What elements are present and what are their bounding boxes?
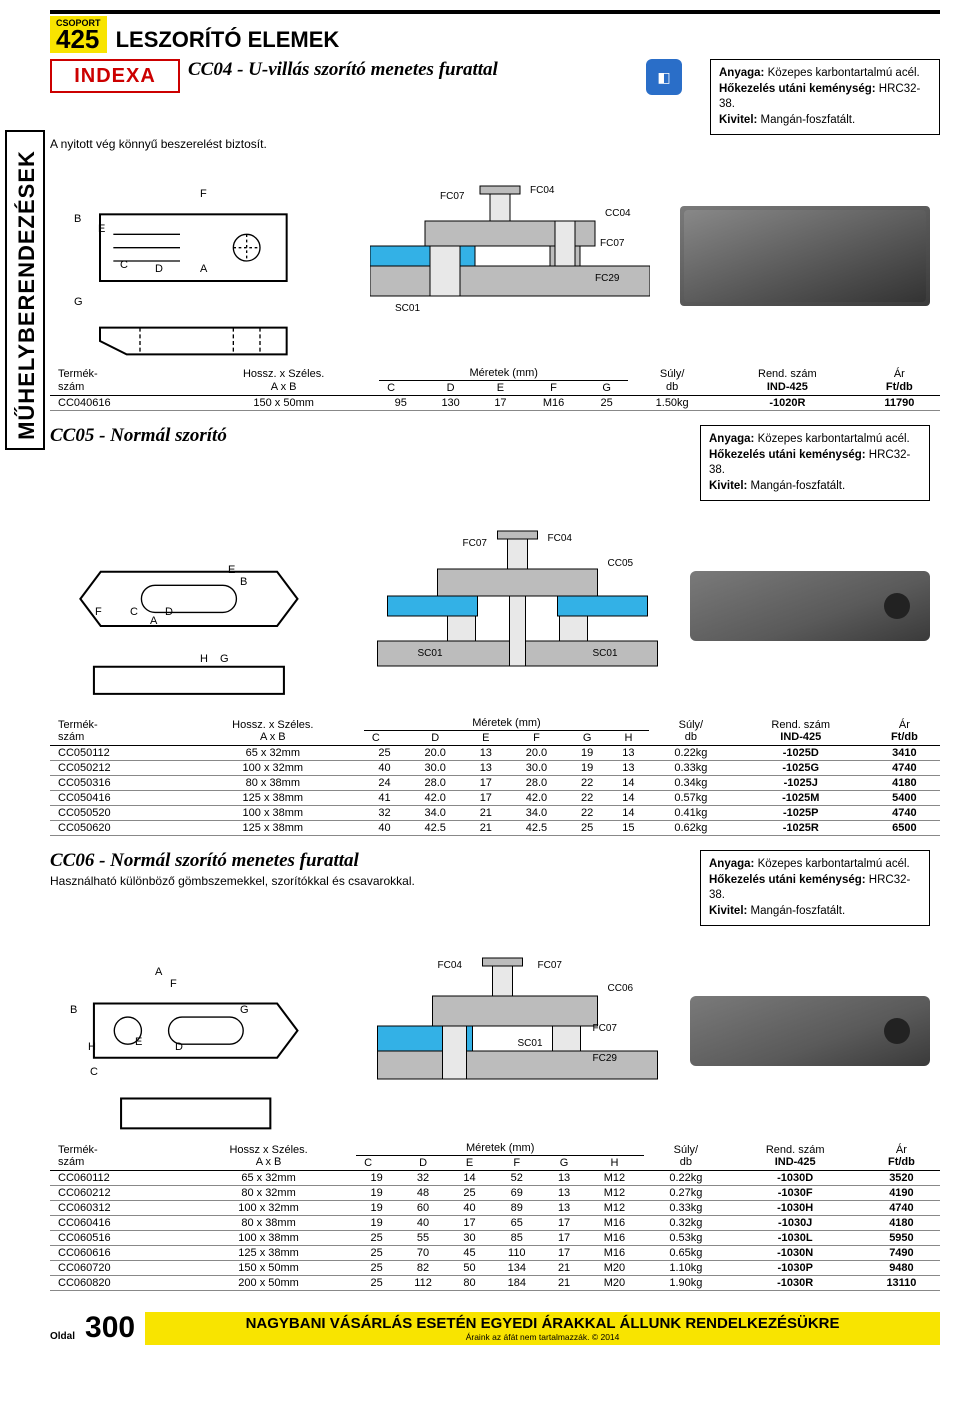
- th-weight: Súly/db: [628, 366, 716, 396]
- svg-text:FC07: FC07: [463, 538, 488, 549]
- cc04-tech-drawing: F B E C D A G: [60, 181, 340, 331]
- cc06-table: Termék-szám Hossz x Széles.A x B Méretek…: [50, 1141, 940, 1291]
- th-dims: Méretek (mm): [379, 366, 628, 381]
- footer-banner-text: NAGYBANI VÁSÁRLÁS ESETÉN EGYEDI ÁRAKKAL …: [148, 1315, 937, 1332]
- table-row: CC050212100 x 32mm4030.01330.019130.33kg…: [50, 761, 940, 776]
- th-price: ÁrFt/db: [859, 366, 940, 396]
- th-order: Rend. számIND-425: [716, 366, 859, 396]
- page-label: Oldal: [50, 1331, 75, 1342]
- table-row: CC060616125 x 38mm25704511017M160.65kg-1…: [50, 1246, 940, 1261]
- table-row: CC060820200 x 50mm251128018421M201.90kg-…: [50, 1276, 940, 1291]
- group-header: CSOPORT 425 LESZORÍTÓ ELEMEK: [50, 10, 940, 53]
- cc04-spec-box: Anyaga: Közepes karbontartalmú acél. Hők…: [710, 59, 940, 135]
- cc04-title: CC04 - U-villás szorító menetes furattal: [188, 59, 498, 81]
- cc05-assembly-drawing: FC07 FC04 CC05 SC01 SC01: [375, 521, 660, 691]
- group-badge: CSOPORT 425: [50, 16, 107, 53]
- group-number: 425: [56, 24, 99, 54]
- cc04-subtitle: A nyitott vég könnyű beszerelést biztosí…: [50, 137, 940, 151]
- blue-icon: ◧: [646, 59, 682, 95]
- svg-text:CC05: CC05: [608, 558, 634, 569]
- table-row: CC050520100 x 38mm3234.02134.022140.41kg…: [50, 806, 940, 821]
- svg-text:FC07: FC07: [600, 238, 625, 249]
- table-row: CC060720150 x 50mm25825013421M201.10kg-1…: [50, 1261, 940, 1276]
- cc06-illustrations: A F B G E D H C FC04 FC07 CC06 SC01 FC: [60, 946, 930, 1116]
- cc06-header: CC06 - Normál szorító menetes furattal H…: [50, 850, 940, 926]
- svg-text:FC07: FC07: [538, 960, 563, 971]
- svg-text:SC01: SC01: [418, 648, 443, 659]
- cc06-title: CC06 - Normál szorító menetes furattal: [50, 850, 415, 872]
- footer-banner: NAGYBANI VÁSÁRLÁS ESETÉN EGYEDI ÁRAKKAL …: [145, 1312, 940, 1345]
- cc04-header: INDEXA CC04 - U-villás szorító menetes f…: [50, 59, 940, 135]
- svg-text:FC07: FC07: [593, 1023, 618, 1034]
- cc05-photo: [690, 571, 930, 641]
- svg-text:SC01: SC01: [395, 303, 420, 314]
- table-row: CC050416125 x 38mm4142.01742.022140.57kg…: [50, 791, 940, 806]
- footer-banner-sub: Áraink az áfát nem tartalmazzák. © 2014: [148, 1332, 937, 1342]
- cc06-tech-drawing: A F B G E D H C: [60, 956, 345, 1106]
- cc04-photo: [680, 206, 930, 306]
- cc05-spec-box: Anyaga: Közepes karbontartalmú acél. Hők…: [700, 425, 930, 501]
- svg-text:SC01: SC01: [593, 648, 618, 659]
- svg-text:FC04: FC04: [548, 533, 573, 544]
- svg-text:FC04: FC04: [438, 960, 463, 971]
- cc06-assembly-drawing: FC04 FC07 CC06 SC01 FC07 FC29: [375, 946, 660, 1116]
- table-row: CC06011265 x 32mm1932145213M120.22kg-103…: [50, 1171, 940, 1186]
- page-title: LESZORÍTÓ ELEMEK: [116, 27, 340, 52]
- svg-text:FC07: FC07: [440, 191, 465, 202]
- side-tab: MŰHELYBERENDEZÉSEK: [5, 130, 45, 450]
- svg-text:SC01: SC01: [518, 1038, 543, 1049]
- cc04-assembly-drawing: FC07 FC04 CC04 FC07 SC01 FC29: [370, 171, 650, 341]
- cc06-photo: [690, 996, 930, 1066]
- cc05-title: CC05 - Normál szorító: [50, 425, 227, 447]
- side-tab-label: MŰHELYBERENDEZÉSEK: [14, 145, 40, 445]
- table-row: CC060312100 x 32mm1960408913M120.33kg-10…: [50, 1201, 940, 1216]
- page-number: 300: [85, 1311, 135, 1345]
- table-row: CC040616150 x 50mm9513017M16251.50kg-102…: [50, 396, 940, 411]
- cc06-spec-box: Anyaga: Közepes karbontartalmú acél. Hők…: [700, 850, 930, 926]
- svg-text:FC29: FC29: [595, 273, 620, 284]
- svg-text:CC06: CC06: [608, 983, 634, 994]
- table-row: CC05031680 x 38mm2428.01728.022140.34kg-…: [50, 776, 940, 791]
- table-row: CC06041680 x 38mm1940176517M160.32kg-103…: [50, 1216, 940, 1231]
- cc05-header: CC05 - Normál szorító Anyaga: Közepes ka…: [50, 425, 940, 501]
- cc05-illustrations: E B F C D A H G FC07 FC04 CC05: [60, 521, 930, 691]
- table-row: CC060516100 x 38mm2555308517M160.53kg-10…: [50, 1231, 940, 1246]
- svg-text:CC04: CC04: [605, 208, 631, 219]
- table-row: CC05011265 x 32mm2520.01320.019130.22kg-…: [50, 746, 940, 761]
- cc06-subtitle: Használható különböző gömbszemekkel, szo…: [50, 874, 415, 888]
- svg-text:FC29: FC29: [593, 1053, 618, 1064]
- page-footer: Oldal 300 NAGYBANI VÁSÁRLÁS ESETÉN EGYED…: [50, 1311, 940, 1345]
- cc04-illustrations: F B E C D A G FC07 FC04 CC04 FC07 S: [60, 171, 930, 341]
- cc05-tech-drawing: E B F C D A H G: [60, 531, 345, 681]
- indexa-logo: INDEXA: [50, 59, 180, 93]
- table-row: CC050620125 x 38mm4042.52142.525150.62kg…: [50, 821, 940, 836]
- svg-text:FC04: FC04: [530, 185, 555, 196]
- table-row: CC06021280 x 32mm1948256913M120.27kg-103…: [50, 1186, 940, 1201]
